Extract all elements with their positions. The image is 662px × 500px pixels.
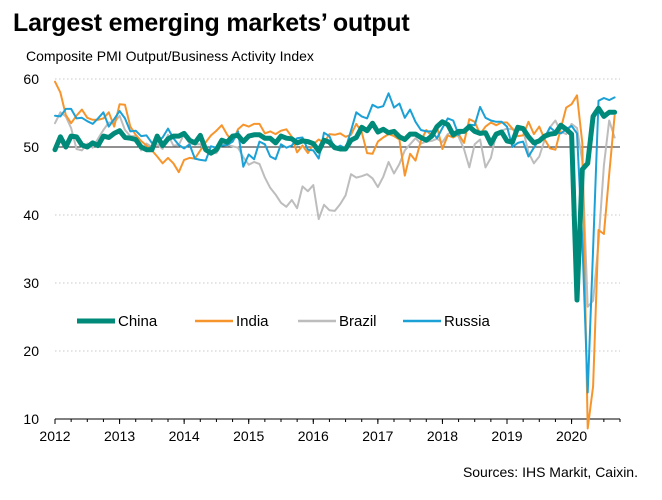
x-tick-label: 2019 (491, 428, 522, 444)
x-tick-label: 2020 (556, 428, 587, 444)
y-tick-label: 20 (23, 343, 39, 359)
legend-label-china: China (118, 313, 158, 330)
x-tick-label: 2018 (427, 428, 458, 444)
chart-subtitle: Composite PMI Output/Business Activity I… (26, 48, 314, 64)
x-tick-label: 2013 (104, 428, 135, 444)
x-tick-label: 2012 (39, 428, 70, 444)
y-tick-label: 50 (23, 139, 39, 155)
source-note: Sources: IHS Markit, Caixin. (462, 464, 638, 480)
y-tick-label: 40 (23, 207, 39, 223)
y-axis: 10 20 30 40 50 60 (23, 71, 39, 427)
y-tick-label: 10 (23, 411, 39, 427)
chart-title: Largest emerging markets’ output (13, 9, 410, 37)
legend-label-russia: Russia (444, 313, 491, 330)
x-axis: 2012 2013 2014 2015 2016 2017 2018 2019 2020 (39, 418, 621, 444)
series-line-china (52, 105, 618, 303)
legend-label-brazil: Brazil (339, 313, 377, 330)
series-lines (52, 80, 618, 430)
legend-label-india: India (236, 313, 269, 330)
legend: China India Brazil Russia (77, 313, 491, 330)
gridlines (55, 78, 620, 352)
x-tick-label: 2014 (169, 428, 200, 444)
y-tick-label: 60 (23, 71, 39, 87)
x-tick-label: 2016 (298, 428, 329, 444)
y-tick-label: 30 (23, 275, 39, 291)
x-tick-label: 2017 (362, 428, 393, 444)
x-tick-label: 2015 (233, 428, 264, 444)
